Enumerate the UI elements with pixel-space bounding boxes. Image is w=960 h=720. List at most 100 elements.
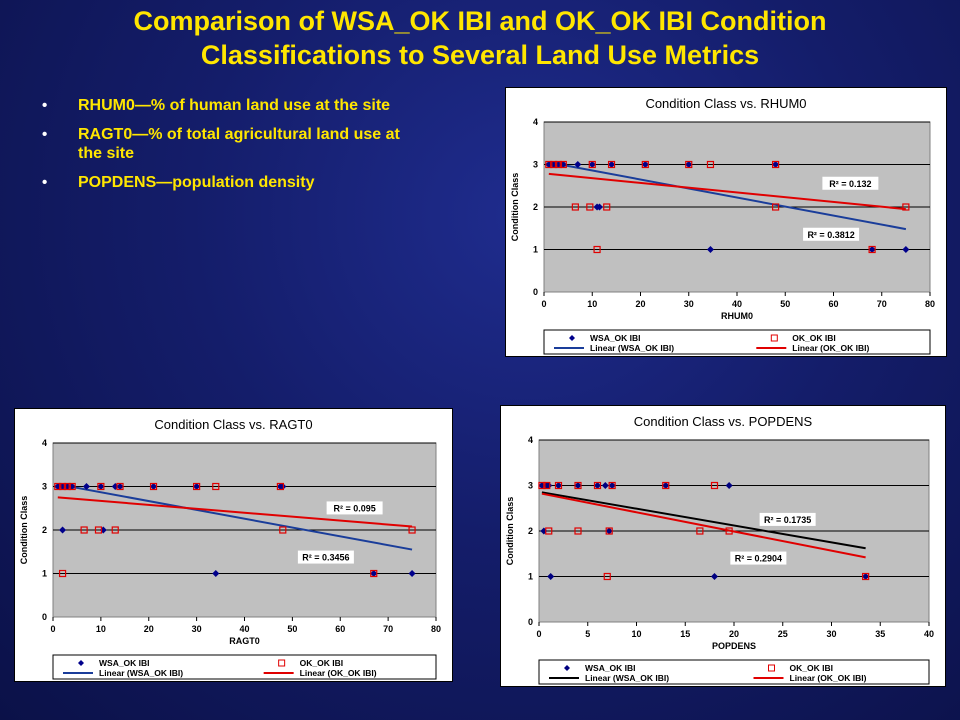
popdens-legend [538, 659, 930, 685]
ragt0-legend-wsa-marker [78, 660, 84, 666]
slide-title: Comparison of WSA_OK IBI and OK_OK IBI C… [0, 4, 960, 72]
rhum0-legend-ok-marker [770, 334, 778, 342]
popdens-wsa-point-9 [605, 527, 613, 535]
rhum0-xtick-6: 60 [828, 299, 838, 309]
rhum0-wsa-point-5 [588, 161, 596, 168]
rhum0-ok-point-9 [607, 160, 616, 169]
rhum0-xtick-0: 0 [541, 299, 546, 309]
rhum0-xtick-3: 30 [684, 299, 694, 309]
ragt0-ok-point-15 [370, 569, 378, 578]
popdens-ok-point-12 [710, 481, 719, 490]
rhum0-ok-point-15 [868, 245, 876, 254]
rhum0-ok-point-16 [902, 203, 910, 211]
ragt0-ok-point-7 [97, 482, 105, 491]
rhum0-legend [543, 329, 931, 355]
rhum0-r2-box-0 [822, 176, 879, 190]
popdens-legend-ok-marker [768, 664, 775, 672]
rhum0-wsa-point-10 [685, 161, 693, 168]
popdens-ok-point-5 [574, 481, 582, 490]
rhum0-wsa-point-11 [706, 246, 714, 253]
popdens-ytick-3: 3 [528, 481, 533, 491]
popdens-legend-label-1: OK_OK IBI [790, 663, 833, 673]
rhum0-xtick-5: 50 [780, 299, 790, 309]
ragt0-wsa-point-11 [193, 483, 201, 490]
rhum0-wsa-point-12 [772, 161, 780, 168]
ragt0-wsa-point-14 [279, 483, 287, 490]
chart-rhum0: Condition Class vs. RHUM0 0 1 2 3 4 0 10 20 30 40 5… [505, 87, 947, 357]
rhum0-wsa-point-13 [868, 246, 876, 253]
rhum0-ok-point-8 [603, 203, 611, 211]
popdens-r2-box-0 [759, 512, 816, 526]
ragt0-wsa-point-5 [83, 483, 91, 490]
slide-title-line-2: Classifications to Several Land Use Metr… [200, 40, 760, 70]
popdens-wsa-point-3 [545, 482, 553, 489]
ragt0-ok-point-12 [212, 482, 220, 491]
rhum0-ok-point-5 [586, 203, 594, 211]
ragt0-title: Condition Class vs. RAGT0 [154, 417, 312, 432]
slide-title-line-1: Comparison of WSA_OK IBI and OK_OK IBI C… [133, 6, 827, 36]
chart-popdens: Condition Class vs. POPDENS 0 1 2 3 4 0 5 10 15 20… [500, 405, 946, 687]
popdens-ok-point-11 [696, 527, 704, 535]
ragt0-r2-label-0: R² = 0.095 [333, 503, 375, 513]
popdens-legend-label-0: WSA_OK IBI [585, 663, 636, 673]
ragt0-ok-point-3 [63, 482, 71, 491]
popdens-ok-point-0 [538, 481, 546, 490]
popdens-ok-point-4 [574, 527, 582, 535]
ragt0-wsa-point-6 [97, 483, 105, 490]
popdens-wsa-point-12 [711, 573, 718, 580]
ragt0-wsa-point-15 [370, 570, 378, 577]
popdens-wsa-point-8 [601, 482, 609, 489]
popdens-ok-point-2 [545, 527, 553, 535]
ragt0-xtick-1: 10 [96, 624, 106, 634]
ragt0-xtick-7: 70 [383, 624, 393, 634]
rhum0-ok-point-14 [772, 203, 780, 211]
popdens-ok-point-13 [725, 527, 733, 535]
popdens-xtick-6: 30 [826, 629, 836, 639]
ragt0-ytick-3: 3 [42, 482, 47, 492]
rhum0-wsa-point-3 [559, 161, 567, 168]
ragt0-xlabel: RAGT0 [229, 636, 260, 646]
popdens-trendline-0 [541, 491, 866, 550]
ragt0-wsa-point-12 [212, 570, 220, 577]
rhum0-r2-label-1: R² = 0.3812 [807, 230, 854, 240]
popdens-ok-point-8 [605, 527, 613, 535]
ragt0-ok-point-11 [193, 482, 201, 491]
rhum0-ok-point-6 [588, 160, 596, 169]
rhum0-legend-label-0: WSA_OK IBI [590, 333, 641, 343]
rhum0-ytick-1: 1 [533, 245, 538, 255]
popdens-ok-point-6 [593, 481, 602, 490]
popdens-ytick-0: 0 [528, 617, 533, 627]
popdens-xtick-3: 15 [680, 629, 690, 639]
ragt0-ylabel: Condition Class [19, 496, 29, 565]
ragt0-ytick-0: 0 [42, 612, 47, 622]
ragt0-ok-point-5 [80, 526, 88, 534]
ragt0-ok-point-4 [68, 482, 76, 491]
rhum0-ok-point-3 [559, 160, 567, 169]
rhum0-xlabel: RHUM0 [721, 311, 753, 321]
popdens-wsa-point-10 [608, 482, 616, 489]
ragt0-trendline-1 [57, 496, 413, 528]
ragt0-ytick-4: 4 [42, 438, 47, 448]
popdens-xtick-7: 35 [875, 629, 885, 639]
rhum0-legend-label-3: Linear (OK_OK IBI) [792, 343, 869, 353]
popdens-wsa-point-14 [862, 573, 870, 580]
popdens-ylabel: Condition Class [505, 497, 515, 566]
popdens-xlabel: POPDENS [712, 641, 756, 651]
ragt0-xtick-0: 0 [50, 624, 55, 634]
ragt0-r2-label-1: R² = 0.3456 [302, 553, 349, 563]
rhum0-trendline-0 [548, 161, 907, 231]
rhum0-legend-label-2: Linear (WSA_OK IBI) [590, 343, 674, 353]
rhum0-ok-point-13 [772, 160, 780, 169]
popdens-xtick-0: 0 [536, 629, 541, 639]
rhum0-title: Condition Class vs. RHUM0 [645, 96, 806, 111]
popdens-wsa-point-11 [662, 482, 670, 489]
ragt0-ok-point-14 [279, 526, 287, 534]
bullet-list: RHUM0—% of human land use at the site RA… [42, 96, 422, 202]
popdens-xtick-1: 5 [585, 629, 590, 639]
rhum0-legend-wsa-marker [569, 335, 575, 341]
rhum0-ok-point-0 [545, 160, 553, 169]
bullet-rhum0: RHUM0—% of human land use at the site [42, 96, 422, 115]
ragt0-xtick-2: 20 [144, 624, 154, 634]
ragt0-r2-box-0 [326, 501, 383, 515]
